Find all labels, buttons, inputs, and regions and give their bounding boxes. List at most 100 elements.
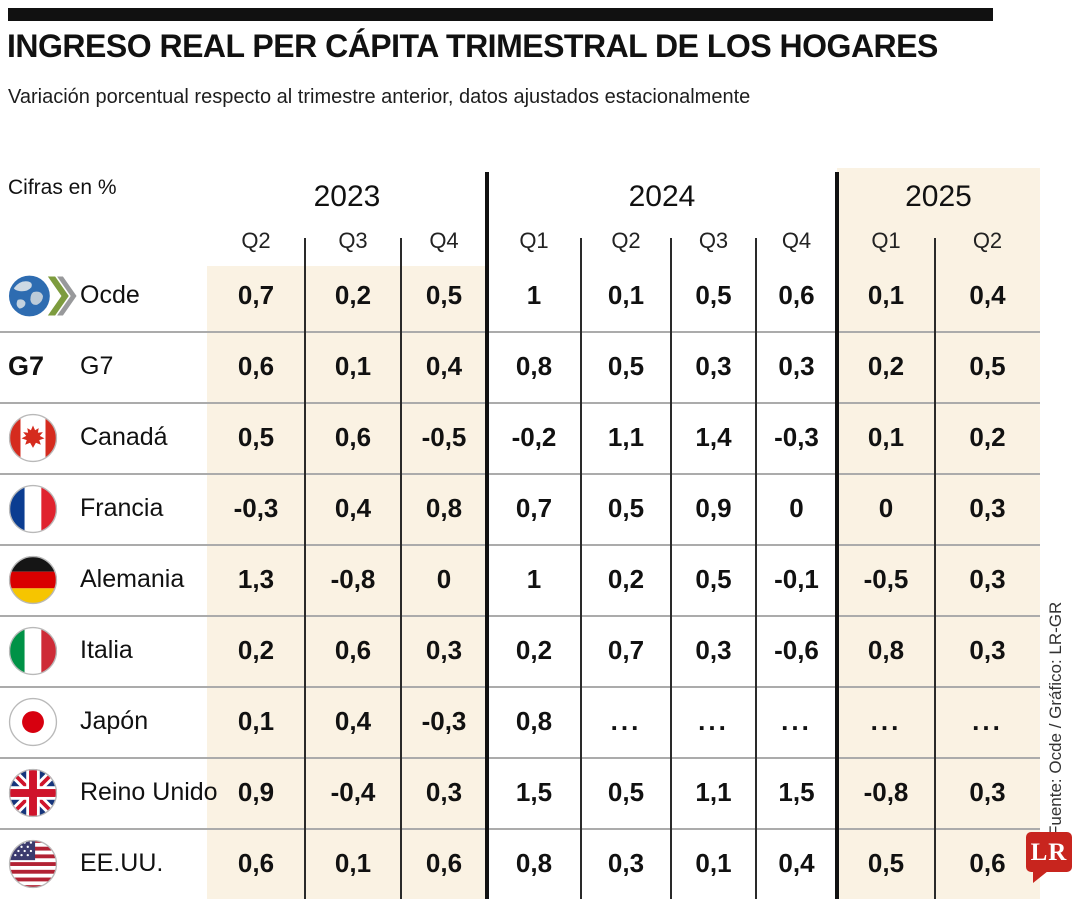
row-label: Ocde (80, 281, 140, 309)
value-cell: -0,3 (233, 493, 279, 523)
quarter-divider (304, 238, 306, 899)
lr-logo-text: LR (1030, 838, 1068, 866)
value-cell: 0,6 (778, 280, 815, 310)
value-cell: 0,7 (515, 493, 553, 523)
page-title: INGRESO REAL PER CÁPITA TRIMESTRAL DE LO… (7, 28, 938, 64)
italy-flag-icon (8, 615, 78, 686)
value-cell: 0,3 (969, 777, 1006, 807)
value-cell: 1,4 (695, 422, 732, 452)
row-label: G7 (80, 352, 114, 380)
value-cell: 0,5 (425, 280, 463, 310)
value-cell: -0,8 (330, 564, 376, 594)
value-cell: 0,2 (969, 422, 1006, 452)
quarter-label: Q2 (241, 228, 271, 253)
top-rule (8, 8, 993, 21)
value-cell: 0 (436, 564, 452, 594)
value-cell: 0,2 (515, 635, 553, 665)
value-cell: 0,2 (867, 351, 905, 381)
value-cell: 0 (878, 493, 894, 523)
row-separator (0, 331, 1040, 333)
quarter-divider (934, 238, 936, 899)
quarter-divider (400, 238, 402, 899)
value-cell: 0,2 (237, 635, 275, 665)
value-cell: 0,5 (969, 351, 1006, 381)
value-cell: 0,3 (969, 635, 1006, 665)
value-cell: -0,3 (421, 706, 467, 736)
row-label: Italia (80, 636, 133, 664)
year-divider (835, 172, 839, 899)
row-separator (0, 757, 1040, 759)
row-separator (0, 615, 1040, 617)
germany-flag-icon (8, 544, 78, 615)
value-cell: 0,3 (969, 564, 1006, 594)
value-cell: 0,1 (867, 280, 905, 310)
uk-flag-icon (8, 757, 78, 828)
value-cell: 0,3 (607, 848, 645, 878)
value-cell: 0,5 (607, 493, 645, 523)
quarter-label: Q4 (781, 228, 812, 253)
value-cell: 0,5 (695, 564, 732, 594)
quarter-label: Q1 (519, 228, 549, 253)
japan-flag-icon (8, 686, 78, 757)
value-cell: 0,4 (334, 493, 372, 523)
value-cell: 0,7 (607, 635, 645, 665)
value-cell: -0,8 (863, 777, 909, 807)
value-cell: 0,3 (969, 493, 1006, 523)
value-cell: 0,6 (334, 635, 372, 665)
value-cell: 0,3 (425, 635, 463, 665)
value-cell: 0,2 (607, 564, 645, 594)
value-cell: 1,5 (778, 777, 815, 807)
value-cell: 1,5 (515, 777, 553, 807)
row-label: EE.UU. (80, 849, 164, 877)
row-separator (0, 402, 1040, 404)
value-cell: 0,8 (425, 493, 463, 523)
year-label: 2023 (313, 180, 381, 213)
value-cell: 0,4 (778, 848, 815, 878)
value-cell: 0,7 (237, 280, 275, 310)
canada-flag-icon (8, 402, 78, 473)
g7-mark-text: G7 (8, 351, 45, 381)
row-label: Francia (80, 494, 164, 522)
value-cell: 1 (526, 564, 542, 594)
row-label: Canadá (80, 423, 168, 451)
year-label: 2025 (905, 180, 972, 213)
quarter-label: Q2 (611, 228, 641, 253)
row-separator (0, 544, 1040, 546)
value-cell: 0,1 (334, 848, 372, 878)
value-cell: 0 (789, 493, 804, 523)
value-cell: 1,1 (695, 777, 732, 807)
value-cell: -0,6 (774, 635, 819, 665)
value-cell: 0,1 (607, 280, 645, 310)
year-divider (485, 172, 489, 899)
value-cell: 1,1 (607, 422, 645, 452)
value-cell: 0,4 (969, 280, 1006, 310)
quarter-label: Q3 (338, 228, 368, 253)
value-cell: 0,5 (607, 777, 645, 807)
value-cell: -0,5 (421, 422, 467, 452)
value-cell: ... (698, 706, 729, 736)
value-cell: 0,9 (695, 493, 732, 523)
value-cell: 0,5 (607, 351, 645, 381)
oecd-globe-icon (8, 260, 78, 331)
year-label: 2024 (628, 180, 696, 213)
quarter-divider (580, 238, 582, 899)
value-cell: 0,1 (867, 422, 905, 452)
lr-logo: LR (1026, 832, 1072, 883)
row-label: Alemania (80, 565, 185, 593)
row-label: Reino Unido (80, 778, 218, 806)
usa-flag-icon (8, 828, 78, 899)
source-credit: Fuente: Ocde / Gráfico: LR-GR (1046, 601, 1065, 836)
value-cell: 0,3 (695, 351, 732, 381)
value-cell: 0,5 (695, 280, 732, 310)
value-cell: 0,4 (425, 351, 463, 381)
highlight-band (837, 168, 1040, 899)
value-cell: 0,3 (695, 635, 732, 665)
value-cell: ... (870, 706, 902, 736)
value-cell: ... (972, 706, 1003, 736)
unit-label: Cifras en % (8, 176, 117, 199)
value-cell: 0,5 (867, 848, 905, 878)
value-cell: 0,8 (515, 848, 553, 878)
value-cell: 0,3 (778, 351, 815, 381)
g7-mark-icon: G7 (8, 331, 78, 402)
